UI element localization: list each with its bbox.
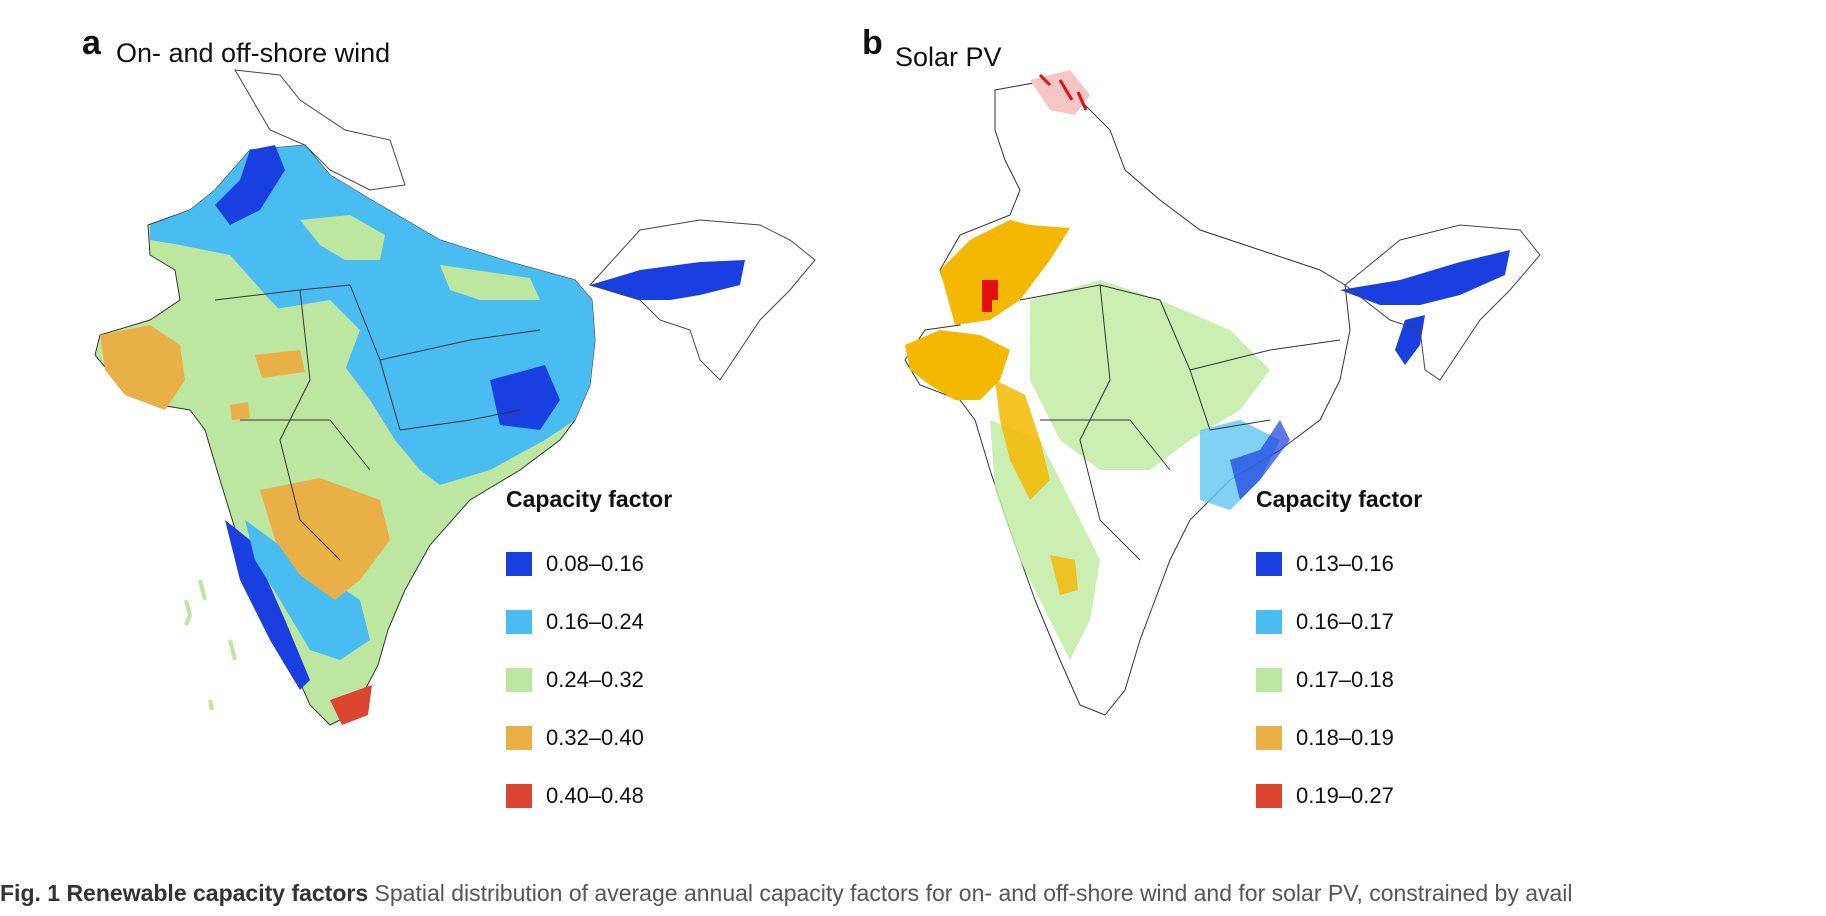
- north-east-outline: [1344, 224, 1541, 381]
- gujarat-orange-region: [905, 330, 1010, 400]
- panel-a-wind-map: a On- and off-shore wind Capacity factor: [0, 0, 900, 880]
- panel-title: On- and off-shore wind: [116, 38, 391, 68]
- east-dark-patch: [490, 365, 560, 430]
- legend-swatch: [506, 552, 532, 576]
- legend-item: 0.17–0.18: [1256, 651, 1422, 709]
- north-green-region: [300, 215, 385, 260]
- legend-label: 0.24–0.32: [546, 667, 644, 692]
- north-east-region: [590, 260, 745, 300]
- legend-title: Capacity factor: [506, 486, 673, 512]
- legend-label: 0.08–0.16: [546, 551, 644, 576]
- west-coast-dark-strip: [225, 520, 310, 690]
- state-borders: [214, 284, 541, 561]
- legend-label: 0.40–0.48: [546, 783, 644, 808]
- north-west-dark-patch: [215, 145, 285, 225]
- legend-label: 0.17–0.18: [1296, 667, 1394, 692]
- legend-swatch: [506, 726, 532, 750]
- southern-tip-red-patch: [330, 685, 372, 725]
- legend-item: 0.40–0.48: [506, 767, 672, 825]
- legend-item: 0.16–0.24: [506, 593, 672, 651]
- legend-swatch: [1256, 552, 1282, 576]
- north-east-dark-region: [1340, 250, 1510, 305]
- north-outline: [234, 69, 406, 191]
- central-orange-patch: [255, 350, 305, 378]
- east-green-region: [440, 265, 540, 300]
- figure-caption: Fig. 1 Renewable capacity factors Spatia…: [0, 880, 1826, 916]
- legend-swatch: [1256, 726, 1282, 750]
- south-orange-patch: [260, 478, 390, 600]
- north-red-streaks: [1038, 73, 1088, 111]
- east-coast-dark-strip: [1230, 420, 1290, 500]
- island-cluster: [184, 579, 237, 711]
- legend-label: 0.19–0.27: [1296, 783, 1394, 808]
- panel-b-solar-map: b Solar PV Capacity factor 0.13–0.16: [862, 0, 1826, 880]
- north-east-outline: [589, 219, 816, 381]
- legend-swatch: [1256, 784, 1282, 808]
- small-orange-patch: [230, 402, 250, 420]
- india-wind-capacity-map: [94, 69, 816, 726]
- state-borders: [1019, 284, 1341, 561]
- gujarat-orange-patch: [100, 325, 185, 410]
- legend-label: 0.32–0.40: [546, 725, 644, 750]
- legend-title: Capacity factor: [1256, 486, 1423, 512]
- panel-letter: a: [82, 24, 101, 62]
- legend-item: 0.19–0.27: [1256, 767, 1422, 825]
- legend-item: 0.13–0.16: [1256, 535, 1422, 593]
- caption-text: Spatial distribution of average annual c…: [368, 880, 1573, 906]
- west-green-region: [990, 420, 1100, 660]
- south-blue-region: [245, 520, 370, 660]
- legend-swatch: [1256, 668, 1282, 692]
- india-solar-capacity-map: [904, 70, 1541, 716]
- legend-item: 0.24–0.32: [506, 651, 672, 709]
- legend-swatch: [506, 668, 532, 692]
- north-east-dark-strip: [1395, 315, 1425, 365]
- south-orange-patch: [1050, 555, 1078, 595]
- rajasthan-red-patch: [982, 280, 998, 312]
- legend-swatch: [1256, 610, 1282, 634]
- caption-title: Fig. 1 Renewable capacity factors: [0, 880, 369, 906]
- north-plains-region: [150, 145, 595, 485]
- central-green-region: [1030, 280, 1270, 470]
- legend-swatch: [506, 610, 532, 634]
- legend-label: 0.16–0.24: [546, 609, 644, 634]
- rajasthan-orange-region: [940, 220, 1070, 325]
- legend-swatch: [506, 784, 532, 808]
- legend-item: 0.08–0.16: [506, 535, 672, 593]
- legend-item: 0.32–0.40: [506, 709, 672, 767]
- panel-letter: b: [862, 24, 883, 62]
- legend-a: Capacity factor 0.08–0.16 0.16–0.24 0.24…: [506, 486, 672, 825]
- legend-b: Capacity factor 0.13–0.16 0.16–0.17 0.17…: [1256, 486, 1422, 825]
- panel-title: Solar PV: [895, 42, 1002, 72]
- legend-label: 0.16–0.17: [1296, 609, 1394, 634]
- legend-item: 0.16–0.17: [1256, 593, 1422, 651]
- west-orange-streak: [995, 380, 1050, 500]
- legend-label: 0.18–0.19: [1296, 725, 1394, 750]
- legend-label: 0.13–0.16: [1296, 551, 1394, 576]
- legend-item: 0.18–0.19: [1256, 709, 1422, 767]
